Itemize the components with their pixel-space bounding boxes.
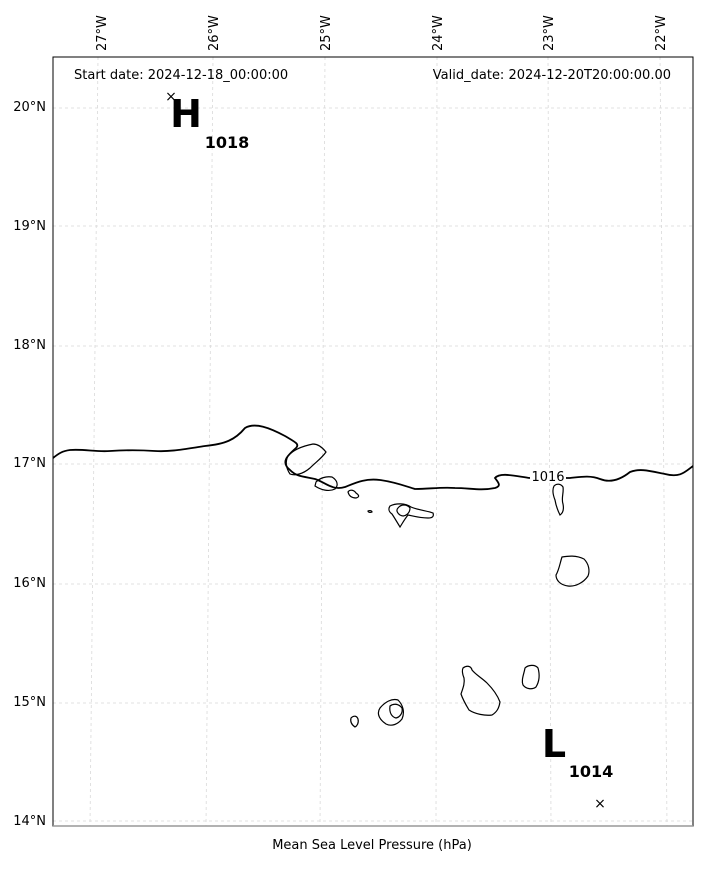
lat-label-19n: 19°N [13,219,46,234]
isobar-1016 [52,424,694,491]
island-raso [367,509,373,514]
lon-label-27w: 27°W [95,15,110,51]
low-center-marker: × [594,796,606,812]
high-center-marker: × [165,89,177,105]
high-pressure-center: × H 1018 [165,89,249,152]
island-fogo [377,698,404,726]
island-santiago [460,665,501,716]
island-sao-nicolau-inner [396,504,411,517]
high-value: 1018 [205,133,250,152]
low-pressure-center: L 1014 × [542,722,613,812]
island-sal [552,483,564,516]
latitude-labels: 20°N 19°N 18°N 17°N 16°N 15°N 14°N [13,100,46,829]
lon-label-24w: 24°W [431,15,446,51]
isobar-label: 1016 [531,470,564,485]
high-letter: H [170,92,202,136]
lon-label-22w: 22°W [654,15,669,51]
start-date-label: Start date: 2024-12-18_00:00:00 [74,68,288,83]
lat-label-18n: 18°N [13,338,46,353]
island-maio [521,664,540,690]
island-boa-vista [555,555,590,587]
lon-label-26w: 26°W [207,15,222,51]
longitude-labels: 27°W 26°W 25°W 24°W 23°W 22°W [95,15,669,51]
map-frame [52,56,694,827]
graticule [53,56,693,827]
lat-label-15n: 15°N [13,695,46,710]
lon-label-23w: 23°W [542,15,557,51]
lat-label-20n: 20°N [13,100,46,115]
island-santa-luzia [347,489,360,499]
island-brava [350,715,359,728]
lat-label-17n: 17°N [13,456,46,471]
lat-label-14n: 14°N [13,814,46,829]
island-santo-antao [285,443,327,476]
island-sao-vicente [314,476,338,492]
lon-label-25w: 25°W [319,15,334,51]
low-value: 1014 [569,762,614,781]
map-caption: Mean Sea Level Pressure (hPa) [272,838,472,853]
valid-date-label: Valid_date: 2024-12-20T20:00:00.00 [433,68,671,83]
low-letter: L [542,722,566,766]
island-fogo-inner [389,703,403,719]
island-sao-nicolau [388,503,434,529]
lat-label-16n: 16°N [13,576,46,591]
isobar-label-bg [530,468,566,483]
